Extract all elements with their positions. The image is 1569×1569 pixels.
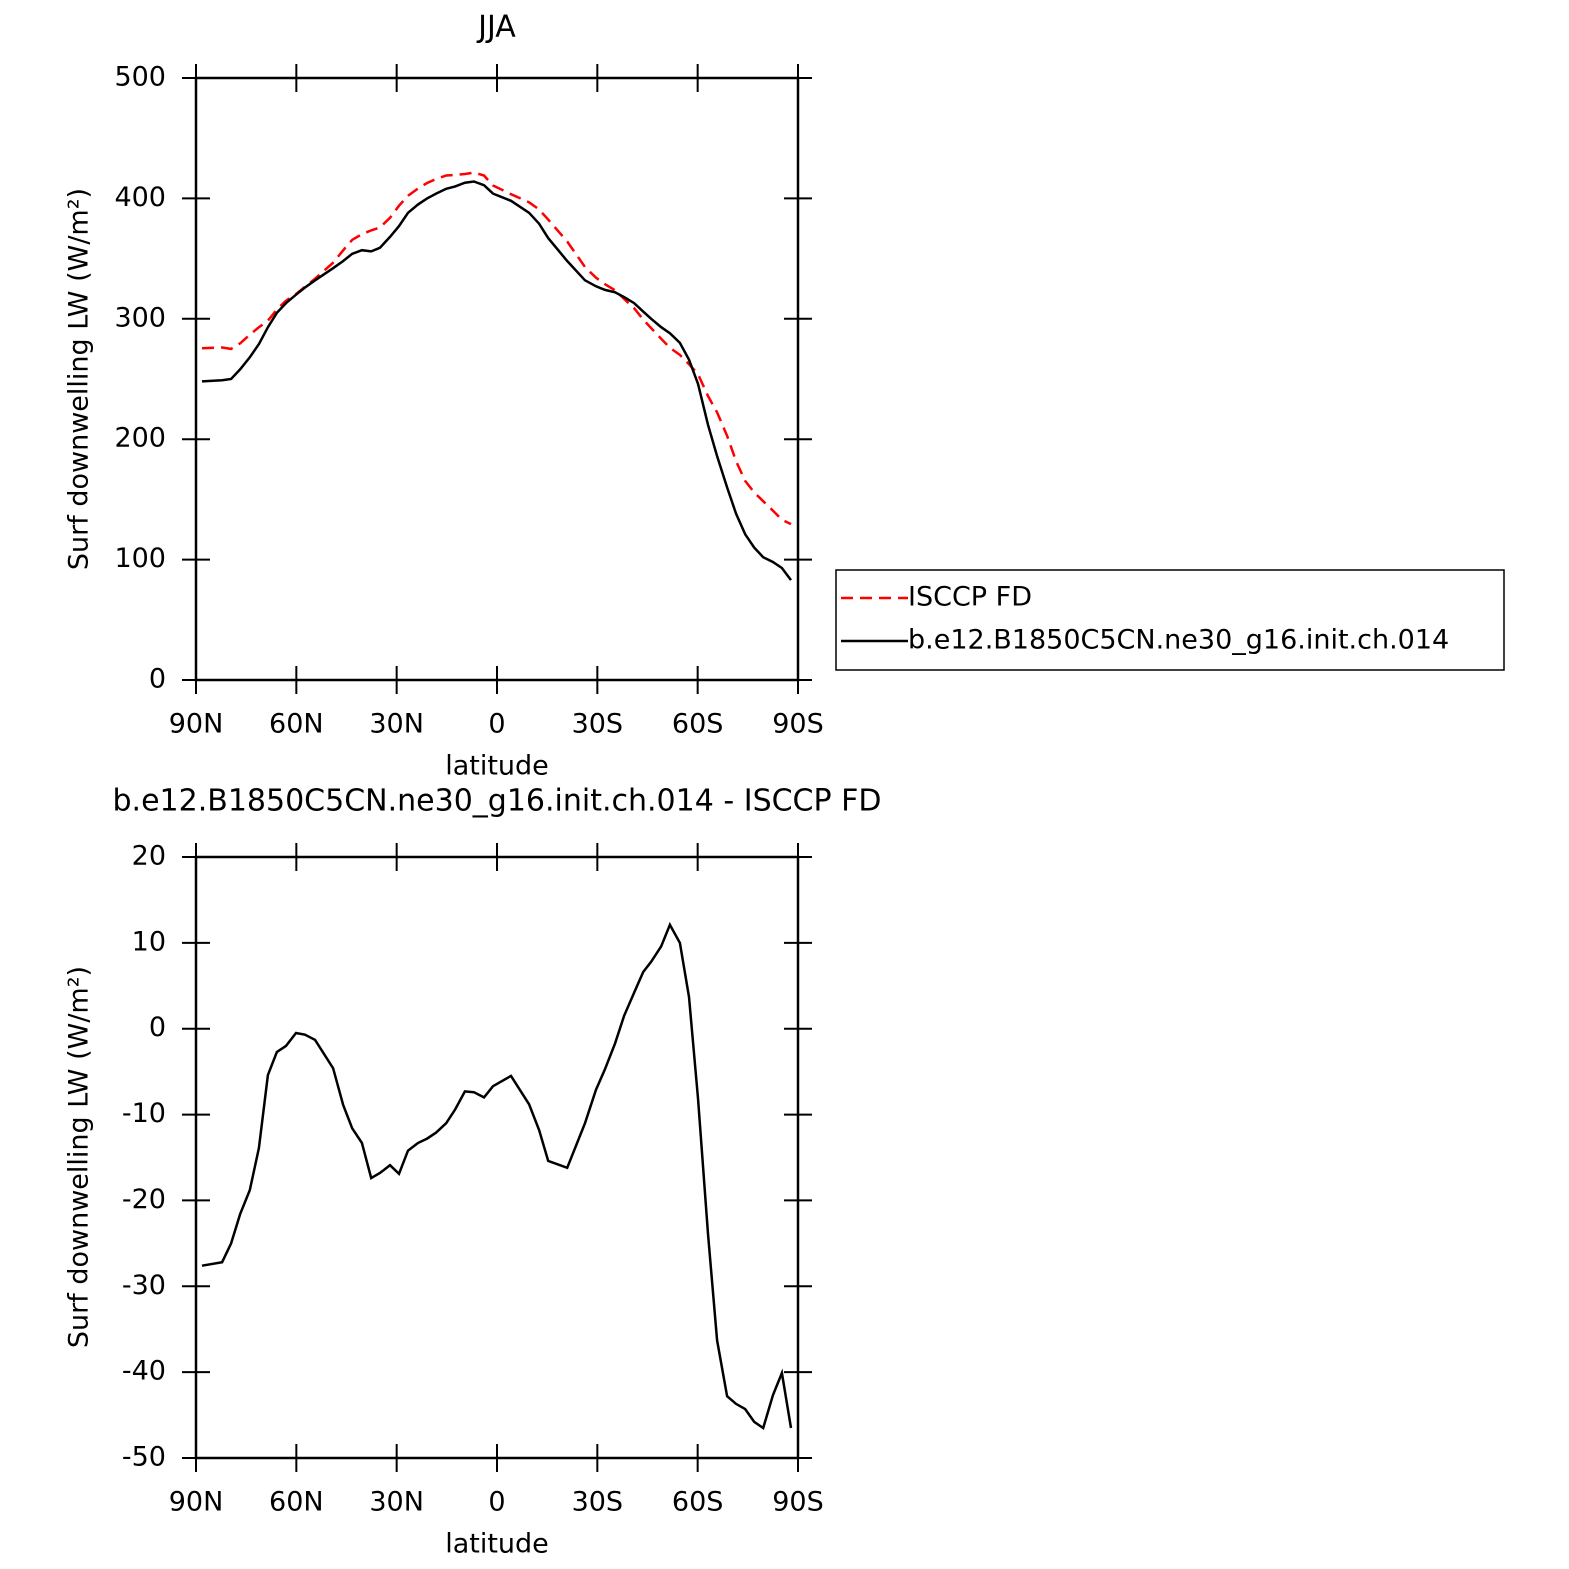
x-tick-label: 30N — [369, 1487, 424, 1518]
y-tick-label: -40 — [122, 1356, 166, 1387]
x-axis-label: latitude — [445, 751, 549, 782]
x-tick-label: 0 — [488, 1487, 505, 1518]
chart-title: b.e12.B1850C5CN.ne30_g16.init.ch.014 - I… — [113, 784, 882, 819]
x-tick-label: 90N — [169, 709, 224, 740]
plot-frame — [194, 76, 800, 682]
x-tick-label: 60S — [672, 1487, 724, 1518]
x-tick-label: 30S — [572, 709, 624, 740]
y-tick-label: 200 — [114, 423, 166, 454]
x-tick-label: 60S — [672, 709, 724, 740]
y-tick-label: 10 — [132, 926, 166, 957]
data-line — [201, 921, 793, 1430]
data-line — [201, 171, 792, 526]
x-tick-label: 60N — [269, 1487, 324, 1518]
x-tick-label: 30S — [572, 1487, 624, 1518]
legend-box — [835, 569, 1505, 671]
y-tick-label: -50 — [122, 1442, 166, 1473]
chart-title: JJA — [476, 10, 516, 45]
x-tick-label: 90S — [772, 1487, 824, 1518]
x-tick-label: 0 — [488, 709, 505, 740]
plot-frame — [194, 855, 800, 1460]
y-tick-label: 300 — [114, 302, 166, 333]
x-axis-label: latitude — [445, 1529, 549, 1560]
legend-label: ISCCP FD — [908, 582, 1032, 613]
y-tick-label: -10 — [122, 1098, 166, 1129]
x-tick-label: 90N — [169, 1487, 224, 1518]
y-tick-label: 500 — [114, 62, 166, 93]
y-tick-label: -30 — [122, 1270, 166, 1301]
x-tick-label: 30N — [369, 709, 424, 740]
x-tick-label: 90S — [772, 709, 824, 740]
y-tick-label: 100 — [114, 543, 166, 574]
x-tick-label: 60N — [269, 709, 324, 740]
y-axis-label: Surf downwelling LW (W/m²) — [64, 188, 95, 570]
y-axis-label: Surf downwelling LW (W/m²) — [64, 966, 95, 1348]
data-line — [201, 180, 792, 581]
legend-label: b.e12.B1850C5CN.ne30_g16.init.ch.014 — [908, 625, 1449, 656]
y-tick-label: 0 — [149, 664, 166, 695]
y-tick-label: -20 — [122, 1184, 166, 1215]
y-tick-label: 400 — [114, 182, 166, 213]
y-tick-label: 20 — [132, 841, 166, 872]
y-tick-label: 0 — [149, 1012, 166, 1043]
